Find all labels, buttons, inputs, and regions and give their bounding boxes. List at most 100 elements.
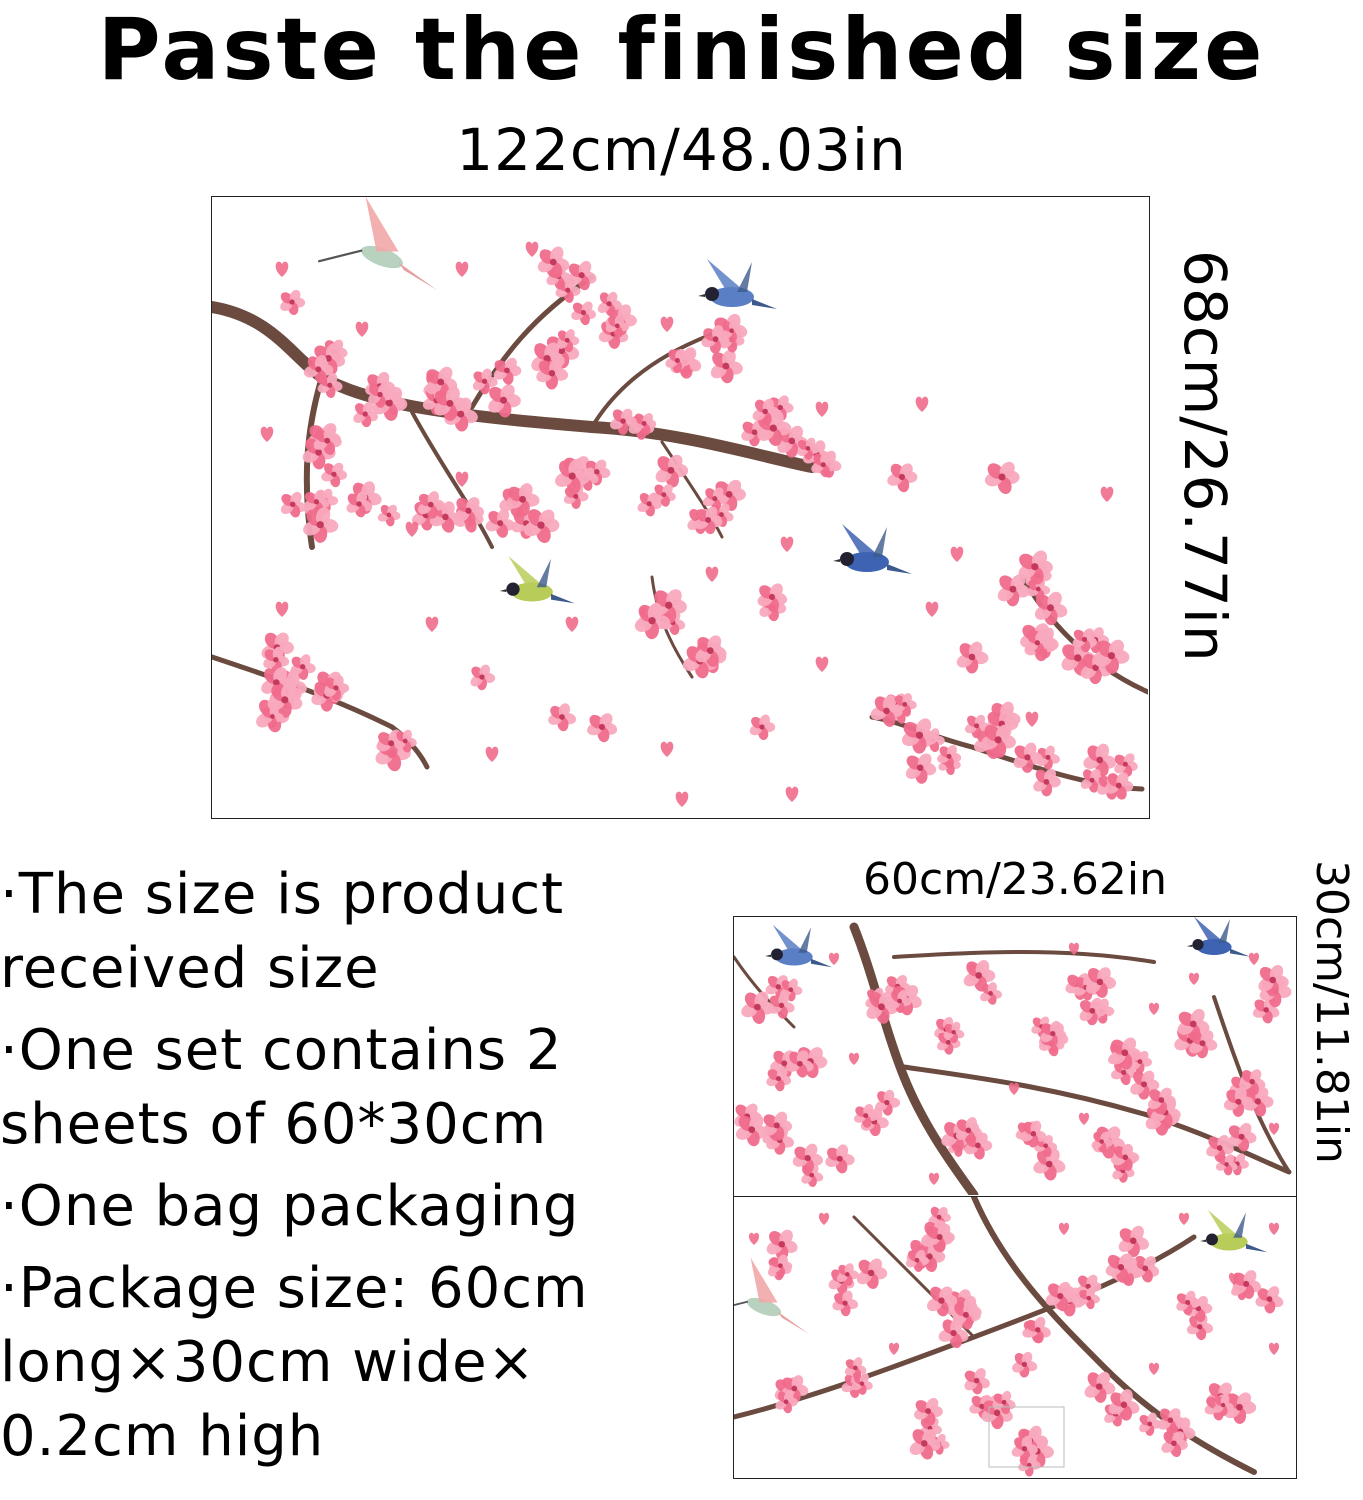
blossom: [752, 398, 779, 426]
branch: [410, 410, 494, 549]
blossom: [1206, 1135, 1234, 1163]
heart-petal: [1268, 1122, 1280, 1135]
blossom: [695, 635, 727, 668]
heart-petal: [785, 786, 799, 802]
blossom: [1157, 1408, 1185, 1435]
blossom: [434, 386, 468, 421]
blossom: [1085, 967, 1117, 998]
heart-petal: [485, 746, 499, 762]
heart-petal: [275, 601, 289, 617]
blossom: [377, 504, 401, 527]
blossom: [1045, 1281, 1076, 1312]
heart-petal: [660, 741, 674, 757]
blossom: [997, 574, 1030, 607]
blossom: [488, 384, 521, 418]
blossom: [909, 1429, 941, 1460]
blossom: [1255, 1286, 1284, 1314]
heart-petal: [1268, 1342, 1280, 1355]
detail-item-packaging: ·One bag packaging: [0, 1174, 580, 1239]
heart-petal: [748, 1232, 760, 1245]
heart-petal: [525, 241, 539, 257]
blossom: [634, 602, 671, 640]
blossom: [937, 745, 962, 769]
bird: [1200, 1209, 1268, 1253]
heart-petal: [355, 321, 369, 337]
heart-petal: [888, 1342, 900, 1355]
bird: [1186, 917, 1250, 957]
heart-petal: [705, 566, 719, 582]
blossom: [1078, 1287, 1100, 1310]
cherry-blossom-artwork: [212, 197, 1148, 807]
blossom: [1239, 1069, 1266, 1096]
blossom: [655, 454, 689, 488]
blossom: [1079, 997, 1107, 1026]
detail-item-package-size: ·Package size: 60cm long×30cm wide× 0.2c…: [0, 1256, 589, 1469]
heart-petal: [1068, 942, 1080, 955]
blossom: [926, 1286, 958, 1317]
blossom: [980, 724, 1016, 758]
blossom: [567, 260, 597, 291]
blossom: [610, 408, 637, 435]
blossom: [418, 491, 445, 519]
sheet-preview-bottom: [733, 1197, 1297, 1479]
blossom: [797, 437, 820, 460]
blossom: [887, 463, 918, 493]
heart-petal: [915, 396, 929, 412]
blossom: [303, 507, 339, 543]
blossom: [1033, 768, 1061, 797]
blossom: [980, 982, 1003, 1005]
heart-petal: [1148, 1362, 1160, 1375]
blossom: [1105, 1253, 1137, 1283]
blossom: [1147, 1087, 1176, 1115]
hummingbird: [734, 1257, 809, 1334]
blossom: [485, 508, 515, 538]
hummingbird: [317, 197, 437, 290]
heart-petal: [1008, 1082, 1020, 1095]
heart-petal: [1188, 972, 1200, 985]
sheet-bottom-artwork: [734, 1197, 1284, 1477]
blossom: [1227, 1122, 1257, 1152]
heart-petal: [780, 536, 794, 552]
heart-petal: [1248, 952, 1260, 965]
blossom: [894, 693, 917, 717]
blossom: [290, 654, 316, 680]
blossom: [766, 1067, 792, 1092]
heart-petal: [1148, 1002, 1160, 1015]
blossom: [1080, 769, 1105, 793]
blossom: [757, 583, 788, 613]
main-width-label: 122cm/48.03in: [456, 116, 907, 184]
heart-petal: [815, 401, 829, 417]
blossom: [1013, 742, 1043, 773]
blossom: [956, 641, 989, 674]
blossom: [925, 1223, 955, 1253]
blossom: [943, 1021, 965, 1044]
branch: [212, 654, 430, 770]
blossom: [1161, 1431, 1188, 1458]
blossom: [548, 703, 577, 732]
blossom: [555, 458, 591, 495]
heart-petal: [818, 1212, 830, 1225]
blossom: [854, 1103, 879, 1128]
blossom: [870, 695, 903, 727]
branch: [892, 950, 1156, 964]
blossom: [1177, 1008, 1210, 1041]
heart-petal: [455, 261, 469, 277]
blossom: [1139, 1412, 1162, 1436]
blossom: [1213, 1394, 1234, 1417]
sheet-preview-top: [733, 916, 1297, 1197]
blossom: [1215, 1154, 1238, 1176]
blossom: [650, 589, 687, 624]
blossom: [652, 484, 676, 507]
blossom: [280, 491, 306, 518]
blossom: [1232, 1270, 1262, 1299]
blossom: [964, 1132, 993, 1160]
blossom: [811, 452, 836, 478]
package-label-thumbnail: [988, 1406, 1065, 1468]
blossom: [735, 1114, 769, 1147]
blossom: [454, 497, 485, 527]
blossom: [313, 426, 342, 455]
branch: [849, 922, 979, 1195]
heart-petal: [565, 616, 579, 632]
blossom: [267, 682, 303, 718]
blossom: [353, 401, 378, 428]
